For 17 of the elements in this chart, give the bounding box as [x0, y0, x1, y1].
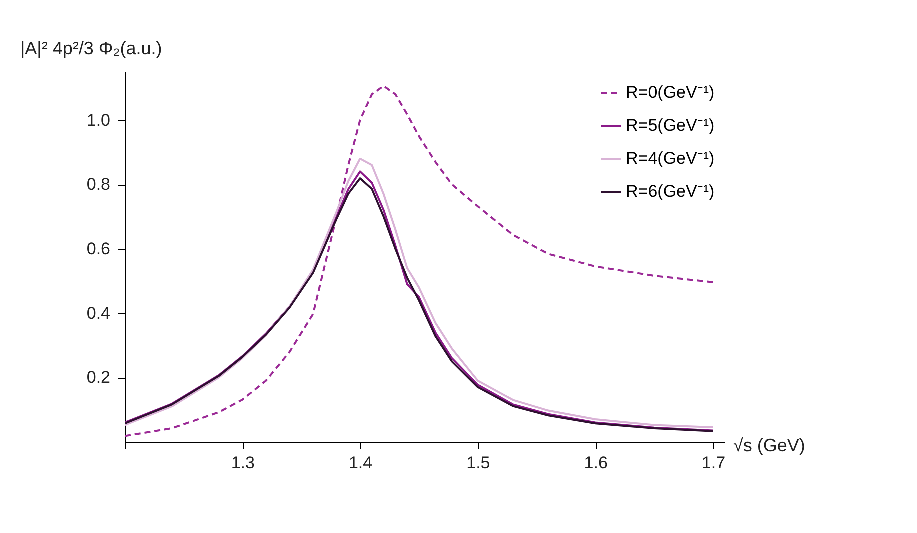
- x-tick-label: 1.3: [231, 454, 255, 472]
- line-series: [125, 85, 714, 438]
- legend-label: R=6(GeV⁻¹): [626, 182, 715, 201]
- x-tick-label: 1.5: [466, 454, 490, 472]
- legend-label: R=4(GeV⁻¹): [626, 149, 715, 168]
- legend-label: R=0(GeV⁻¹): [626, 83, 715, 102]
- y-tick-label: 1.0: [86, 110, 110, 130]
- legend-label: R=5(GeV⁻¹): [626, 116, 715, 135]
- x-axis-title: √s (GeV): [734, 436, 806, 456]
- x-tick-label: 1.4: [348, 454, 373, 472]
- y-tick-label: 0.4: [86, 304, 110, 323]
- y-axis-title: |A|² 4p²/3 Φ₂(a.u.): [20, 38, 162, 58]
- x-tick-label: 1.7: [702, 454, 726, 472]
- y-tick-label: 0.2: [86, 368, 110, 388]
- y-tick-label: 0.6: [86, 239, 110, 258]
- y-tick-label: 0.8: [86, 175, 110, 194]
- x-tick-label: 1.6: [584, 454, 608, 472]
